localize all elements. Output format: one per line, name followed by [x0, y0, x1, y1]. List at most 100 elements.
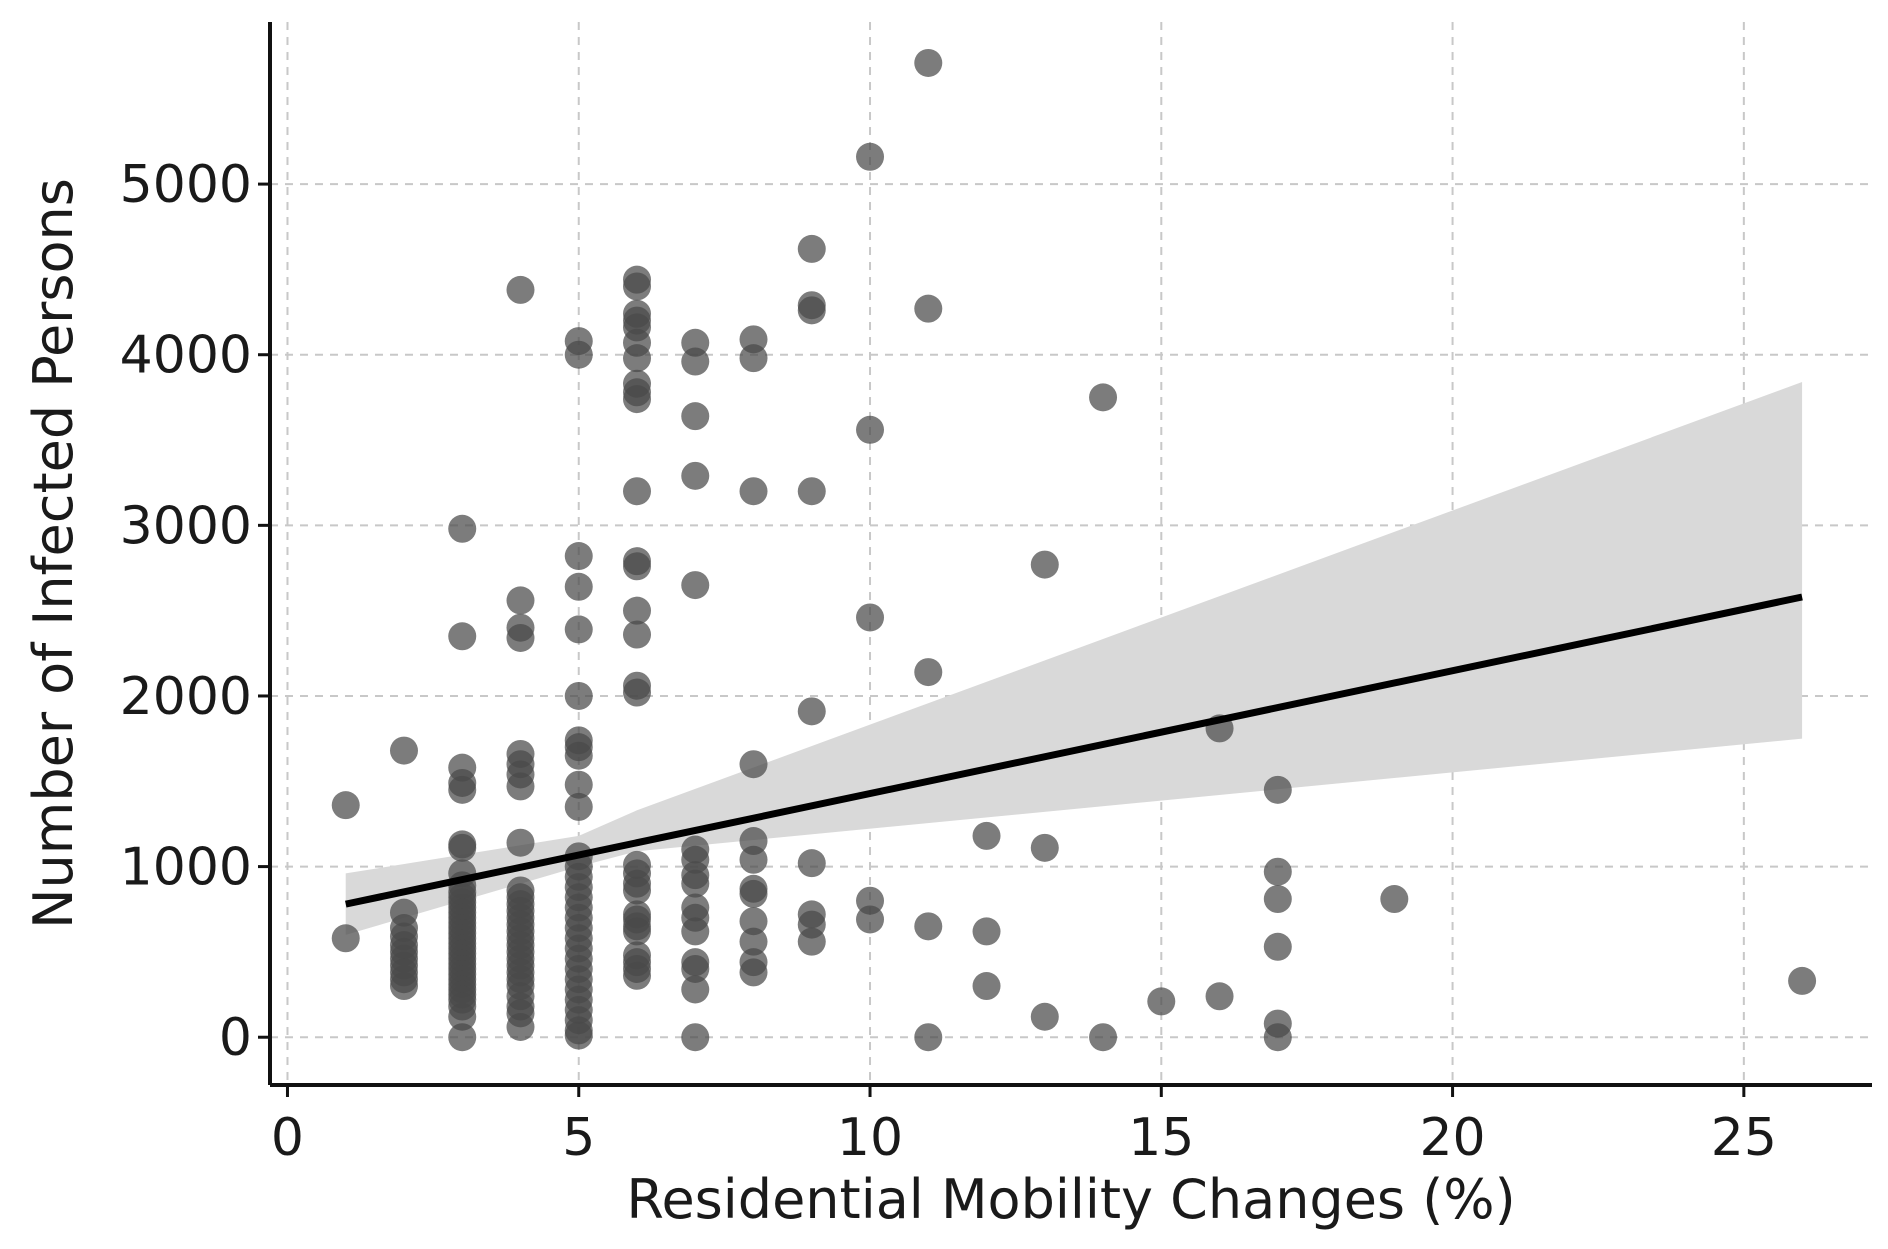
- data-point: [681, 461, 710, 490]
- data-point: [797, 477, 826, 506]
- data-point: [739, 907, 768, 936]
- y-tick-label: 3000: [120, 496, 252, 556]
- data-point: [914, 294, 943, 323]
- data-point: [506, 1012, 535, 1041]
- data-point: [623, 917, 652, 946]
- data-point: [623, 344, 652, 373]
- data-point: [681, 954, 710, 983]
- data-point: [739, 845, 768, 874]
- data-point: [856, 905, 885, 934]
- data-point: [506, 586, 535, 615]
- data-points: [331, 48, 1817, 1052]
- data-point: [681, 347, 710, 376]
- data-point: [623, 477, 652, 506]
- data-point: [1030, 833, 1059, 862]
- data-point: [506, 275, 535, 304]
- regression-line: [345, 593, 1803, 908]
- data-point: [681, 975, 710, 1004]
- data-point: [564, 615, 593, 644]
- data-point: [739, 879, 768, 908]
- data-point: [1263, 1023, 1292, 1052]
- data-point: [1089, 1023, 1118, 1052]
- data-point: [681, 917, 710, 946]
- data-point: [1030, 1002, 1059, 1031]
- data-point: [623, 620, 652, 649]
- x-tick-label: 0: [271, 1108, 304, 1168]
- x-tick-label: 20: [1419, 1108, 1485, 1168]
- data-point: [331, 791, 360, 820]
- confidence-band: [345, 382, 1803, 935]
- data-point: [856, 142, 885, 171]
- data-point: [1263, 932, 1292, 961]
- data-point: [914, 912, 943, 941]
- data-point: [564, 1021, 593, 1050]
- confidence-band-layer: [345, 382, 1803, 935]
- y-tick-label: 5000: [120, 155, 252, 215]
- y-tick-label: 4000: [120, 326, 252, 386]
- data-point: [797, 927, 826, 956]
- x-tick-label: 5: [562, 1108, 595, 1168]
- regression-line-layer: [345, 593, 1803, 908]
- data-point: [564, 572, 593, 601]
- data-point: [1263, 857, 1292, 886]
- data-point: [564, 542, 593, 571]
- tick-labels: 0 5 10 15 20 25 0 1000 2000 3000 4000 5000: [120, 155, 1777, 1168]
- data-point: [506, 623, 535, 652]
- data-point: [389, 972, 418, 1001]
- x-tick-label: 15: [1128, 1108, 1194, 1168]
- data-point: [506, 772, 535, 801]
- data-point: [623, 961, 652, 990]
- data-point: [914, 658, 943, 687]
- data-point: [856, 415, 885, 444]
- data-point: [448, 514, 477, 543]
- data-point: [448, 622, 477, 651]
- data-point: [972, 917, 1001, 946]
- data-point: [739, 344, 768, 373]
- data-point: [623, 678, 652, 707]
- data-point: [448, 833, 477, 862]
- data-point: [797, 234, 826, 263]
- data-point: [1030, 550, 1059, 579]
- y-tick-label: 1000: [120, 838, 252, 898]
- data-point: [1089, 383, 1118, 412]
- data-point: [623, 876, 652, 905]
- data-point: [564, 340, 593, 369]
- data-point: [564, 770, 593, 799]
- data-point: [1263, 775, 1292, 804]
- data-point: [623, 552, 652, 581]
- data-point: [797, 296, 826, 325]
- data-point: [1263, 885, 1292, 914]
- data-point: [972, 972, 1001, 1001]
- axes: [268, 22, 1872, 1087]
- data-point: [797, 849, 826, 878]
- data-point: [1380, 885, 1409, 914]
- data-point: [564, 681, 593, 710]
- x-axis-title: Residential Mobility Changes (%): [626, 1168, 1515, 1231]
- data-point: [972, 821, 1001, 850]
- data-point: [331, 924, 360, 953]
- data-point: [1788, 966, 1817, 995]
- y-axis-title: Number of Infected Persons: [22, 178, 85, 929]
- data-point: [739, 477, 768, 506]
- data-point: [448, 775, 477, 804]
- data-point: [623, 596, 652, 625]
- y-tick-label: 0: [219, 1008, 252, 1068]
- data-point: [1205, 982, 1234, 1011]
- data-point: [506, 828, 535, 857]
- data-point: [389, 736, 418, 765]
- x-tick-label: 10: [837, 1108, 903, 1168]
- data-point: [797, 697, 826, 726]
- data-point: [564, 741, 593, 770]
- data-point: [914, 1023, 943, 1052]
- data-point: [1147, 987, 1176, 1016]
- x-tick-label: 25: [1711, 1108, 1777, 1168]
- y-tick-label: 2000: [120, 667, 252, 727]
- data-point: [448, 1002, 477, 1031]
- data-point: [448, 1023, 477, 1052]
- data-point: [623, 385, 652, 414]
- data-point: [739, 958, 768, 987]
- data-point: [914, 48, 943, 77]
- data-point: [739, 750, 768, 779]
- data-point: [739, 927, 768, 956]
